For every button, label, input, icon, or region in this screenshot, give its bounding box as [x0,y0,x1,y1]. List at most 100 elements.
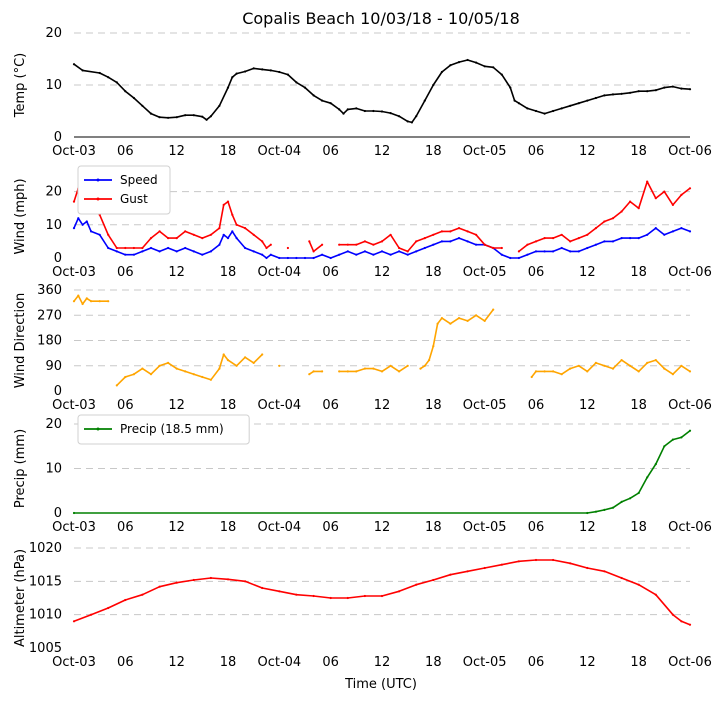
data-point-wind-gust-29 [269,243,272,246]
xtick-label-altimeter-1: 06 [117,655,134,670]
data-point-direction-direction-20 [218,367,221,370]
data-point-wind-gust-24 [235,223,238,226]
xtick-label-direction-1: 06 [117,398,134,413]
data-point-temp-temp-56 [517,102,521,105]
data-point-direction-direction-0 [72,300,76,303]
data-point-temp-temp-12 [184,114,187,117]
data-point-direction-direction-16 [184,370,187,373]
xtick-label-temp-8: Oct-05 [463,144,507,159]
data-point-direction-direction-8 [115,384,118,387]
data-point-wind-gust-77 [671,203,675,206]
data-point-temp-temp-65 [594,96,598,100]
xtick-label-direction-3: 18 [220,398,237,413]
data-point-altimeter-altimeter-23 [466,570,469,573]
xtick-label-wind-0: Oct-03 [52,265,96,280]
data-point-direction-direction-4 [90,300,93,303]
data-point-wind-gust-70 [611,217,615,220]
data-point-direction-direction-51 [449,322,452,325]
data-point-altimeter-altimeter-29 [569,562,572,565]
data-point-wind-speed-4 [90,230,93,233]
ytick-label-direction-180: 180 [37,334,62,349]
data-point-wind-speed-21 [226,237,230,240]
series-line-altimeter-altimeter [73,559,691,626]
xtick-label-altimeter-0: Oct-03 [52,655,96,670]
data-point-direction-direction-77 [671,373,675,376]
xtick-label-altimeter-10: 12 [579,655,596,670]
subplot-altimeter: 1005 1010 1015 1020 Oct-03 06 12 18 Oct-04 06 12 18… [13,541,712,670]
data-point-direction-direction-60 [530,375,533,379]
legend-box-wind [77,165,171,215]
ytick-label-precip-0: 0 [54,506,62,521]
data-point-wind-speed-39 [363,250,366,253]
data-point-precip-precip-18-5-mm-8 [646,476,649,479]
legend-box-precip [77,414,250,445]
data-point-temp-temp-7 [141,104,144,107]
data-point-direction-direction-74 [646,361,649,364]
y-axis-label-precip: Precip (mm) [13,429,28,508]
data-point-direction-direction-45 [419,367,422,370]
xtick-label-wind-8: Oct-05 [463,265,507,280]
xtick-label-wind-6: 12 [374,265,391,280]
data-point-altimeter-altimeter-6 [175,581,178,584]
series-line-wind-speed [73,217,691,259]
xtick-label-altimeter-9: 06 [528,655,545,670]
data-point-precip-precip-18-5-mm-12 [680,436,683,439]
data-point-wind-gust-9 [124,246,127,250]
ytick-label-temp-20: 20 [45,26,62,41]
data-point-direction-direction-13 [158,364,161,367]
data-point-direction-direction-25 [252,361,255,364]
xtick-label-temp-12: Oct-06 [668,144,712,159]
data-point-temp-temp-45 [432,83,435,87]
data-point-wind-speed-38 [355,253,358,256]
data-point-temp-temp-55 [513,99,516,102]
data-point-direction-direction-55 [483,319,486,322]
data-point-temp-temp-26 [286,73,289,76]
xtick-label-precip-3: 18 [220,520,237,535]
xtick-label-temp-11: 18 [630,144,647,159]
data-point-temp-temp-71 [646,90,649,93]
data-point-altimeter-altimeter-34 [654,593,657,596]
data-point-altimeter-altimeter-12 [278,590,281,593]
data-point-wind-gust-28 [265,246,268,250]
data-point-wind-speed-7 [115,250,118,253]
data-point-wind-speed-59 [534,250,538,253]
legend-wind: Speed Gust [77,165,171,215]
data-point-wind-speed-23 [235,237,238,240]
data-point-temp-temp-47 [449,64,452,67]
data-point-temp-temp-70 [637,90,640,93]
data-point-wind-speed-42 [389,253,392,256]
data-point-direction-direction-42 [398,370,401,373]
data-point-wind-speed-43 [398,250,401,253]
data-point-wind-speed-35 [329,256,332,260]
xtick-label-wind-7: 18 [425,265,442,280]
data-point-direction-direction-32 [312,370,315,373]
series-line-precip-precip-18-5-mm [74,430,691,514]
data-point-direction-direction-6 [107,300,110,303]
data-point-temp-temp-30 [321,99,324,102]
data-point-direction-direction-36 [346,370,349,373]
data-point-temp-temp-11 [175,116,178,119]
data-point-direction-direction-46 [423,364,426,367]
data-point-wind-speed-16 [192,250,195,253]
xtick-label-wind-9: 06 [528,265,545,280]
data-point-direction-direction-37 [355,370,358,373]
data-point-wind-gust-44 [389,233,392,236]
data-point-direction-direction-17 [192,373,195,376]
xtick-label-temp-1: 06 [117,144,134,159]
legend-precip: Precip (18.5 mm) [77,414,250,445]
data-point-altimeter-altimeter-7 [192,578,195,582]
data-point-wind-gust-7 [107,233,110,236]
data-point-wind-speed-10 [141,250,144,253]
data-point-altimeter-altimeter-18 [380,594,384,598]
data-point-direction-direction-71 [620,359,623,362]
data-point-wind-gust-25 [244,227,247,230]
data-point-wind-gust-27 [261,240,264,243]
data-point-precip-precip-18-5-mm-6 [629,497,632,500]
data-point-precip-precip-18-5-mm-1 [586,511,589,515]
data-point-wind-gust-68 [594,227,598,230]
data-point-wind-speed-58 [526,253,529,256]
data-point-wind-gust-18 [201,237,204,240]
data-point-temp-temp-41 [406,120,409,123]
data-point-temp-temp-57 [526,107,529,110]
